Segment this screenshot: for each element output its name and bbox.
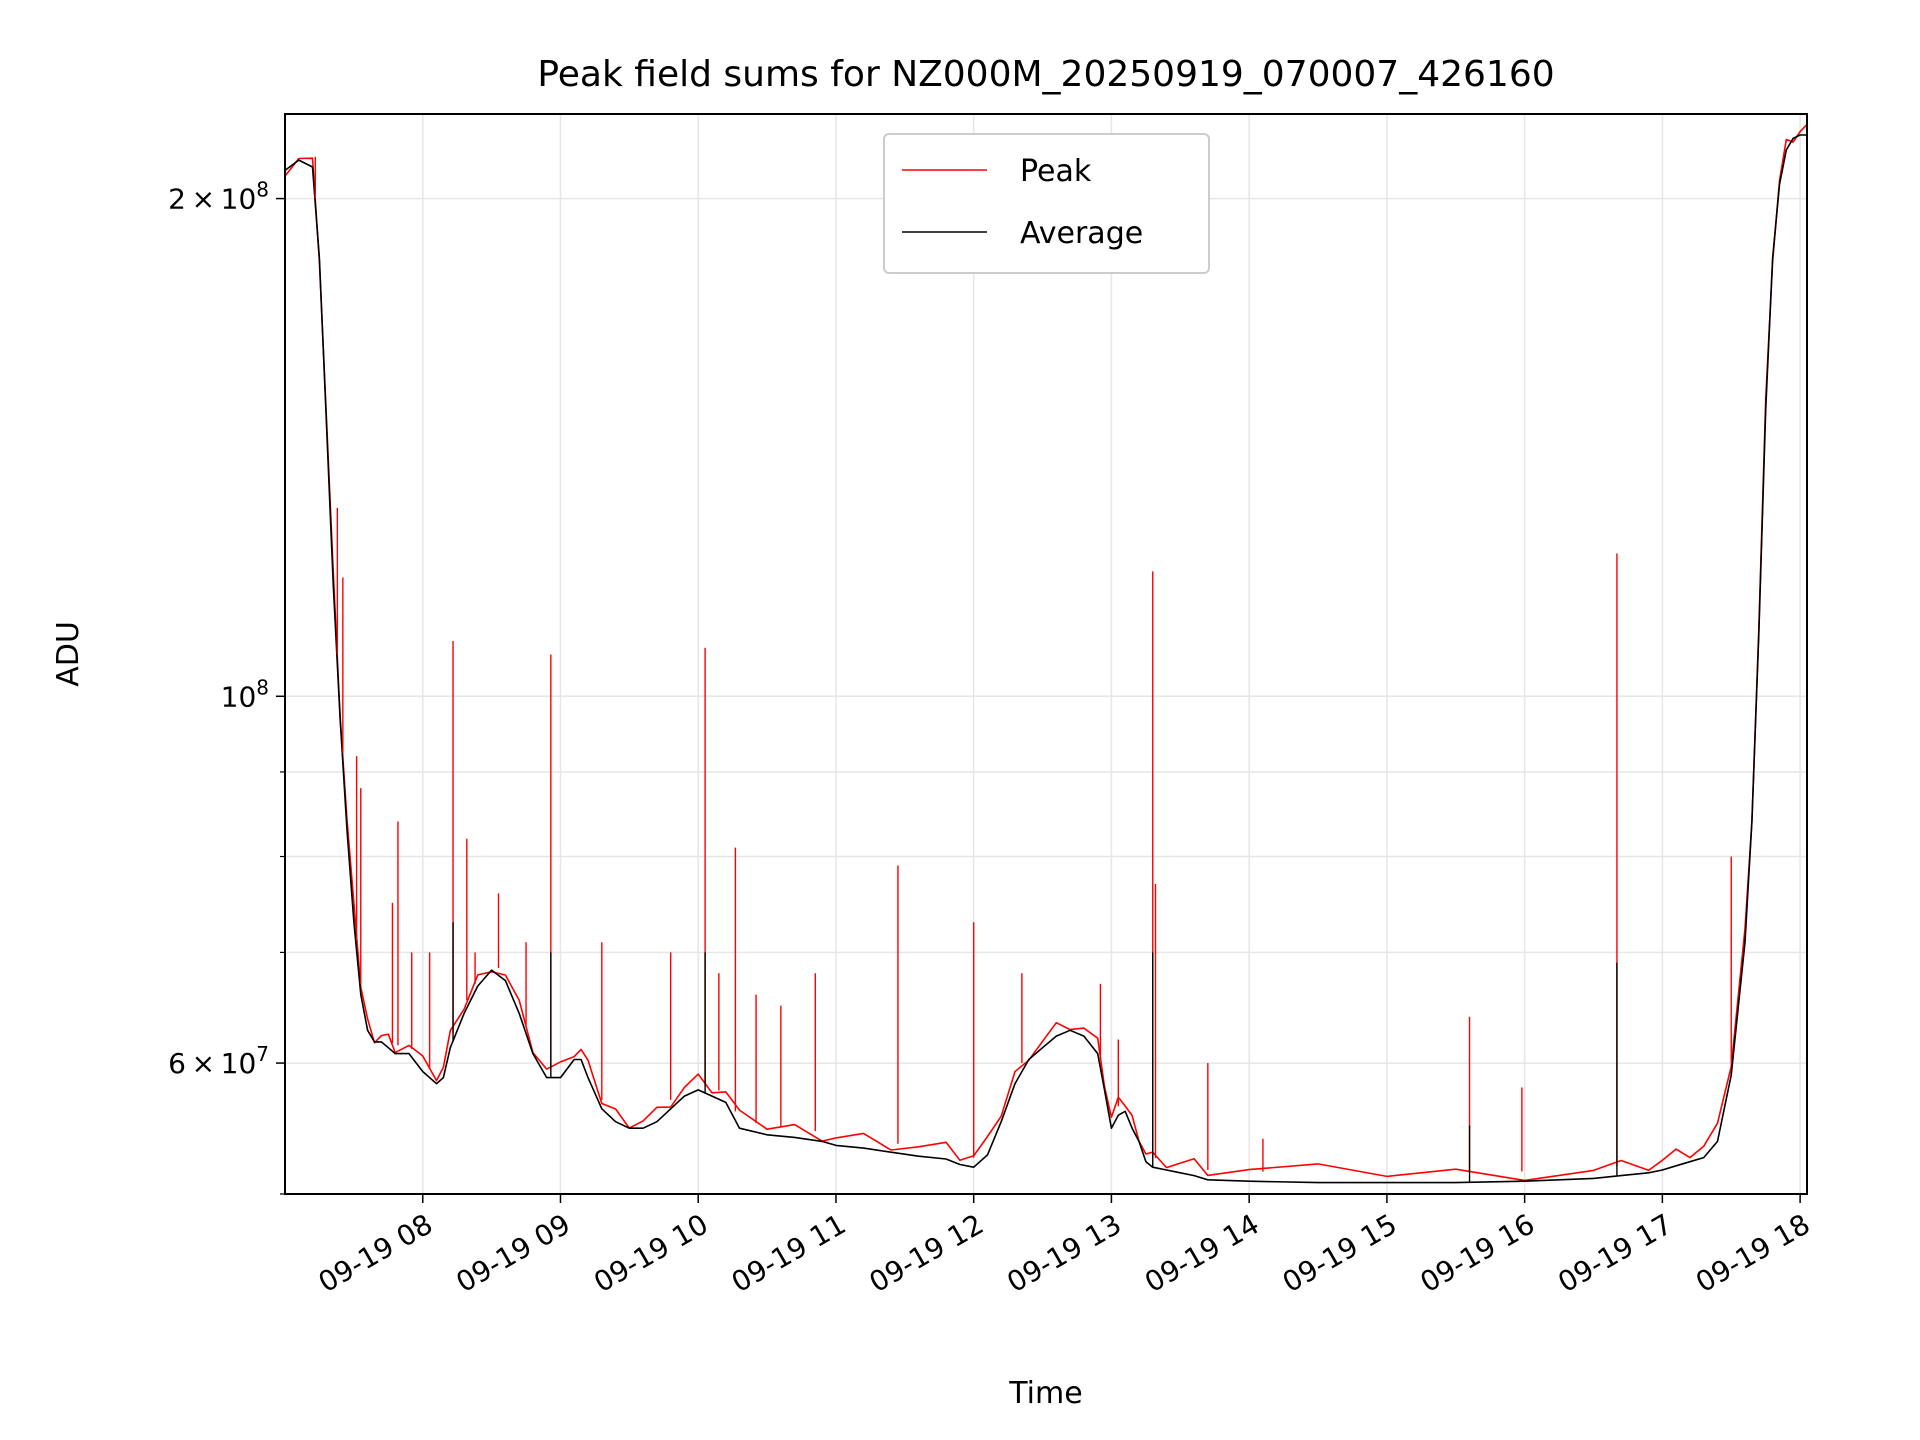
y-tick-mantissa: 6 × 10 — [168, 1047, 256, 1080]
y-tick-exponent: 8 — [256, 178, 269, 202]
y-tick-mantissa: 10 — [221, 680, 257, 713]
plot-series — [284, 123, 1808, 1184]
y-tick-exponent: 7 — [256, 1042, 269, 1066]
series-line-average — [284, 134, 1807, 1184]
legend-average-label: Average — [1020, 216, 1143, 251]
x-axis-label: Time — [1008, 1376, 1082, 1411]
legend-box — [883, 133, 1210, 274]
plot-frame — [284, 113, 1808, 1195]
legend: Peak Average — [883, 133, 1210, 274]
y-tick-exponent: 8 — [256, 675, 269, 699]
y-tick-label: 6 × 107 — [168, 1042, 269, 1080]
y-axis-label: ADU — [51, 621, 86, 687]
y-tick-label: 108 — [221, 675, 269, 713]
y-tick-label: 2 × 108 — [168, 178, 269, 216]
series-line-peak — [284, 123, 1808, 1182]
legend-peak-label: Peak — [1020, 154, 1092, 189]
y-tick-mantissa: 2 × 10 — [168, 183, 256, 216]
chart-title: Peak field sums for NZ000M_20250919_0700… — [537, 54, 1554, 95]
